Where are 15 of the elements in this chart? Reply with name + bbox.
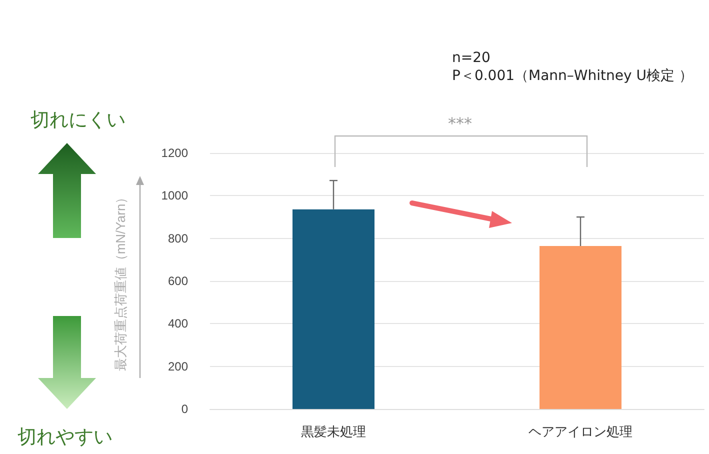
y-axis-title: 最大荷重点荷重値（mN/Yarn）: [113, 190, 128, 372]
y-tick-label: 1200: [161, 146, 188, 160]
y-tick-label: 800: [168, 231, 188, 246]
text: 切れにくい: [30, 108, 126, 133]
text: ***: [448, 114, 472, 133]
x-tick-label: ヘアアイロン処理: [528, 424, 632, 439]
text: P＜0.001（Mann–Whitney U検定 ）: [452, 67, 693, 85]
y-tick-label: 400: [168, 316, 188, 331]
text: n=20: [452, 50, 490, 66]
text: 切れやすい: [18, 425, 112, 450]
y-tick-label: 200: [168, 359, 188, 374]
y-tick-label: 600: [168, 274, 188, 288]
x-tick-label: 黒髪未処理: [301, 424, 366, 439]
y-tick-label: 1000: [161, 188, 188, 203]
y-tick-label: 0: [181, 402, 188, 416]
